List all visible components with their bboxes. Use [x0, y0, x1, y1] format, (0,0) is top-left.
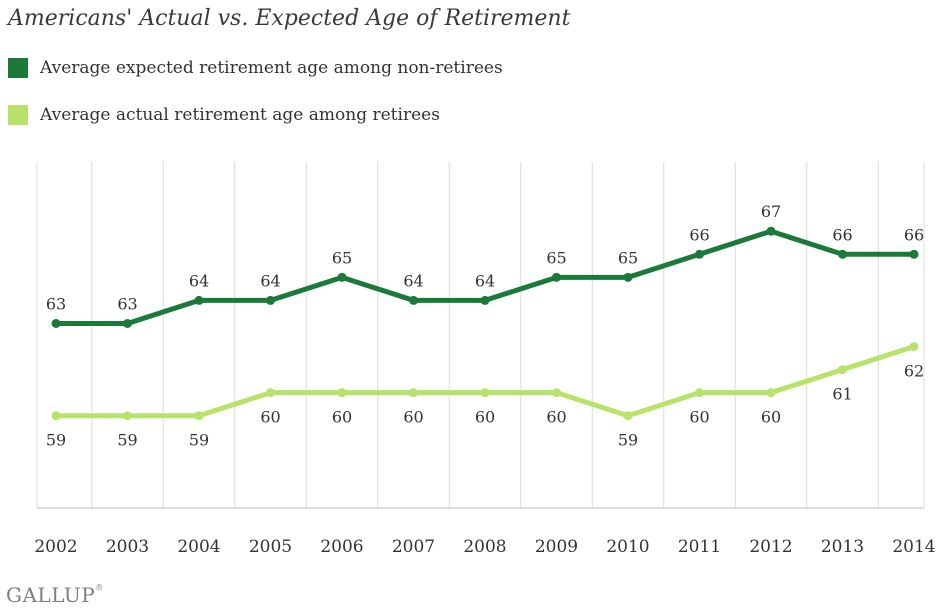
data-point-1-2009 [552, 388, 561, 398]
x-tick-label-2002: 2002 [34, 537, 77, 557]
data-label-0-2005: 64 [260, 271, 280, 290]
data-label-0-2010: 65 [618, 248, 638, 267]
data-label-1-2002: 59 [46, 431, 66, 450]
x-tick-label-2009: 2009 [535, 537, 578, 557]
data-label-0-2008: 64 [475, 271, 495, 290]
data-label-0-2006: 65 [332, 248, 352, 267]
data-label-0-2002: 63 [46, 294, 66, 313]
data-label-1-2011: 60 [689, 408, 709, 427]
x-tick-label-2014: 2014 [892, 537, 935, 557]
data-point-0-2005 [266, 295, 275, 305]
data-label-0-2009: 65 [546, 248, 566, 267]
registered-mark: ® [95, 583, 104, 592]
data-label-1-2010: 59 [618, 431, 638, 450]
data-point-0-2008 [480, 295, 490, 305]
data-label-1-2006: 60 [332, 408, 352, 427]
data-label-1-2009: 60 [546, 408, 566, 427]
legend-item-expected: Average expected retirement age among no… [8, 56, 503, 80]
x-tick-label-2008: 2008 [463, 537, 506, 557]
data-point-0-2010 [623, 272, 633, 282]
data-label-0-2007: 64 [403, 271, 423, 290]
data-point-0-2012 [766, 226, 776, 236]
data-point-1-2006 [337, 388, 347, 398]
data-point-1-2005 [266, 388, 275, 398]
data-point-0-2003 [123, 318, 132, 328]
data-point-1-2014 [909, 342, 919, 352]
data-point-0-2009 [552, 272, 561, 282]
data-label-1-2008: 60 [475, 408, 495, 427]
data-point-1-2004 [194, 411, 204, 421]
data-label-1-2007: 60 [403, 408, 423, 427]
data-label-1-2004: 59 [189, 431, 209, 450]
data-point-0-2011 [695, 249, 704, 259]
data-point-1-2011 [695, 388, 704, 398]
x-tick-label-2011: 2011 [678, 537, 721, 557]
data-label-0-2011: 66 [689, 225, 709, 244]
gallup-logo-text: GALLUP [6, 583, 96, 607]
data-point-1-2012 [766, 388, 776, 398]
x-tick-label-2003: 2003 [106, 537, 149, 557]
x-tick-label-2004: 2004 [177, 537, 220, 557]
data-label-0-2013: 66 [832, 225, 852, 244]
data-label-1-2003: 59 [117, 431, 137, 450]
data-point-1-2008 [480, 388, 490, 398]
series-line-1 [53, 344, 917, 419]
data-point-0-2004 [194, 295, 204, 305]
data-point-1-2010 [623, 411, 633, 421]
legend-swatch-actual [8, 105, 28, 125]
x-tick-label-2013: 2013 [821, 537, 864, 557]
data-label-0-2004: 64 [189, 271, 209, 290]
data-label-0-2014: 66 [904, 225, 924, 244]
data-point-0-2002 [51, 318, 61, 328]
data-label-0-2012: 67 [761, 202, 781, 221]
legend-label-expected: Average expected retirement age among no… [40, 58, 503, 78]
data-label-1-2005: 60 [260, 408, 280, 427]
chart-title: Americans' Actual vs. Expected Age of Re… [8, 6, 571, 31]
x-tick-label-2005: 2005 [249, 537, 292, 557]
legend-label-actual: Average actual retirement age among reti… [40, 105, 440, 125]
x-tick-label-2010: 2010 [606, 537, 649, 557]
data-point-0-2006 [337, 272, 347, 282]
data-label-1-2014: 62 [904, 362, 924, 381]
data-point-0-2013 [838, 249, 847, 259]
data-point-1-2002 [51, 411, 61, 421]
x-tick-label-2006: 2006 [320, 537, 363, 557]
legend-swatch-expected [8, 58, 28, 78]
data-label-1-2013: 61 [832, 385, 852, 404]
x-tick-label-2012: 2012 [749, 537, 792, 557]
data-label-0-2003: 63 [117, 294, 137, 313]
data-label-1-2012: 60 [761, 408, 781, 427]
x-tick-label-2007: 2007 [392, 537, 435, 557]
data-point-0-2014 [909, 249, 919, 259]
data-point-1-2003 [123, 411, 132, 421]
legend-item-actual: Average actual retirement age among reti… [8, 103, 440, 127]
data-point-1-2013 [838, 365, 847, 375]
data-point-0-2007 [409, 295, 418, 305]
gallup-logo: GALLUP® [6, 583, 104, 607]
data-point-1-2007 [409, 388, 418, 398]
